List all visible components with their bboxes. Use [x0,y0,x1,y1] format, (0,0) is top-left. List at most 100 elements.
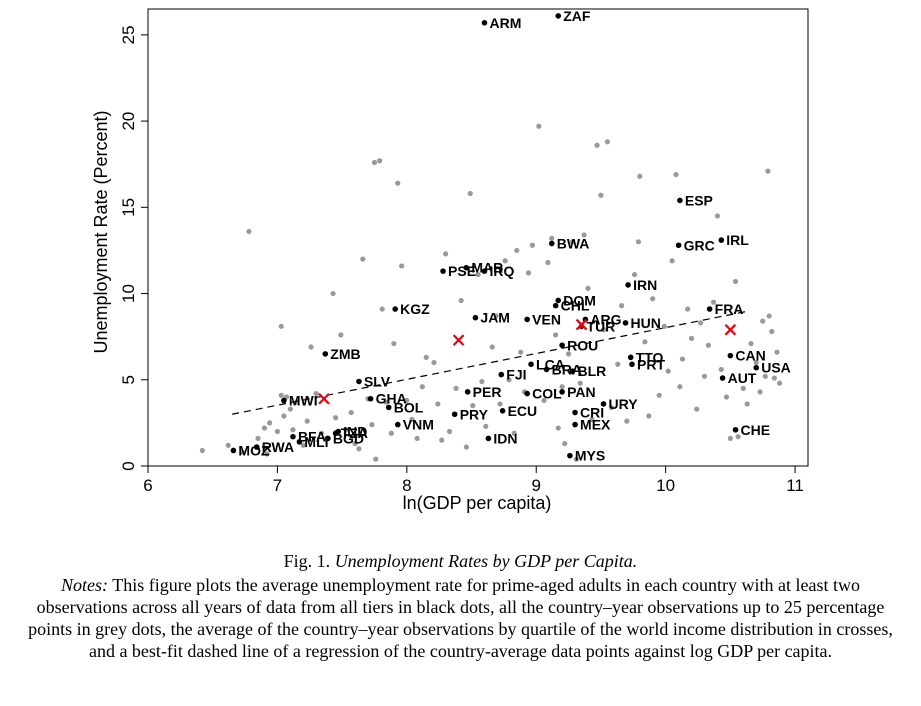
year-point-52 [458,297,464,304]
year-point-29 [360,256,366,262]
year-point-9 [278,392,284,398]
country-label-prt: PRT [637,356,665,372]
country-point-col [524,390,530,397]
country-label-irq: IRQ [489,263,514,279]
year-point-72 [545,259,551,266]
country-label-pan: PAN [567,384,596,400]
year-point-125 [762,373,768,379]
year-point-49 [443,251,449,257]
year-point-85 [594,142,600,148]
year-point-95 [637,173,643,179]
year-point-44 [419,384,425,390]
country-point-bgd [325,435,331,442]
notes-text: This figure plots the average unemployme… [28,575,893,661]
quartile-cross-3 [575,318,588,331]
year-point-50 [446,428,453,435]
year-point-18 [308,344,314,350]
year-point-131 [776,380,783,386]
year-point-25 [343,427,349,433]
quartile-cross-1 [318,392,330,405]
year-point-103 [673,171,679,178]
year-point-98 [650,296,656,302]
country-label-slv: SLV [364,373,391,389]
country-point-vnm [394,421,401,428]
country-point-irl [718,237,725,243]
country-point-mwi [281,397,287,404]
year-point-92 [624,418,630,424]
country-label-esp: ESP [685,192,713,208]
country-point-mys [567,452,573,459]
year-point-56 [475,271,481,278]
country-point-usa [753,364,760,371]
year-point-129 [771,375,777,381]
country-label-cri: CRI [580,405,604,421]
year-point-48 [439,437,445,443]
country-point-ecu [499,408,506,414]
year-point-37 [388,430,394,436]
year-point-55 [470,403,476,409]
year-point-105 [679,356,686,362]
year-point-71 [541,397,547,404]
country-label-hun: HUN [631,315,661,331]
year-point-86 [598,192,604,198]
year-point-107 [688,335,695,341]
year-point-128 [769,328,775,335]
country-label-usa: USA [761,360,791,376]
country-label-mex: MEX [580,417,611,433]
year-point-99 [656,392,662,398]
year-point-102 [669,258,675,264]
country-point-pan [559,389,565,395]
country-point-chl [552,302,559,309]
plot-frame [147,8,809,467]
year-point-54 [467,190,473,197]
year-point-70 [536,123,542,129]
year-point-104 [677,384,683,390]
y-tick-label-0: 0 [119,461,138,470]
x-tick-label-6: 6 [143,476,152,495]
year-point-13 [287,406,293,412]
quartile-cross-2 [452,334,465,346]
year-point-38 [391,340,397,347]
country-label-aut: AUT [728,370,757,386]
country-point-kgz [392,306,398,312]
year-point-93 [631,271,638,278]
country-label-moz: MOZ [238,442,270,458]
year-point-123 [757,389,763,395]
axes: 6 7 8 9 10 11 0 5 10 15 20 25 [119,25,804,495]
y-tick-label-5: 5 [119,375,138,384]
year-point-112 [710,299,717,305]
y-tick-label-15: 15 [119,198,138,217]
country-label-bra: BRA [552,361,582,377]
y-tick-label-20: 20 [119,112,138,131]
year-point-96 [642,339,648,345]
country-label-idn: IDN [493,430,517,446]
country-point-irn [625,282,631,288]
country-label-fra: FRA [715,301,744,317]
year-point-8 [274,428,281,435]
country-label-gha: GHA [376,391,407,407]
year-point-64 [511,430,517,436]
country-label-che: CHE [741,422,771,438]
year-point-130 [774,349,780,355]
country-label-zaf: ZAF [563,8,591,24]
year-point-121 [748,340,754,347]
year-point-82 [581,232,587,238]
year-point-59 [489,344,495,350]
country-label-dom: DOM [563,292,596,308]
country-point-prt [629,361,635,368]
country-label-pry: PRY [460,406,489,422]
x-tick-label-8: 8 [402,476,411,495]
year-point-57 [479,378,485,385]
y-tick-label-25: 25 [119,25,138,44]
country-point-fra [706,306,713,312]
x-tick-label-10: 10 [656,476,675,495]
quartile-crosses [318,318,737,405]
year-point-3 [246,228,252,235]
country-point-gha [367,395,374,402]
year-point-45 [423,354,429,360]
year-point-120 [744,401,750,407]
figure-title: Unemployment Rates by GDP per Capita. [334,551,638,571]
country-label-bfa: BFA [298,429,326,445]
country-label-jam: JAM [480,310,510,326]
country-label-rwa: RWA [262,439,294,455]
